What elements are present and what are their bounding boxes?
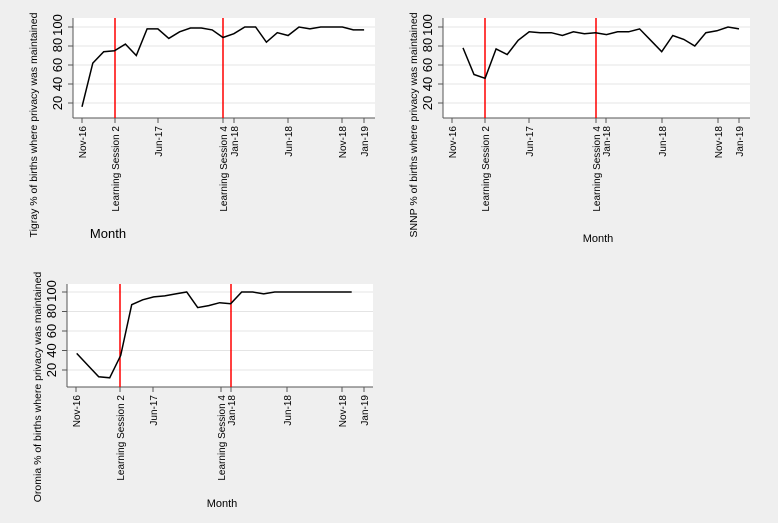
chart-tigray: 20 40 60 80 100 Tigray % of births where… — [28, 12, 375, 241]
x-axis — [73, 117, 375, 123]
y-tick-label: 100 — [420, 14, 435, 36]
x-tick-label: Nov-18 — [338, 395, 349, 428]
x-tick-label: Jun-18 — [658, 126, 669, 157]
x-tick-label: Learning Session 4 — [219, 126, 230, 212]
y-tick-labels: 20 40 60 80 100 — [50, 14, 65, 110]
x-tick-labels: Nov-16 Learning Session 2 Jun-17 Learnin… — [448, 126, 746, 212]
x-axis-title: Month — [207, 498, 238, 510]
y-tick-label: 60 — [50, 58, 65, 72]
y-tick-label: 20 — [44, 363, 59, 377]
y-tick-label: 80 — [50, 38, 65, 52]
x-tick-label: Learning Session 4 — [592, 126, 603, 212]
x-tick-label: Jun-18 — [284, 126, 295, 157]
chart-snnp: 20 40 60 80 100 SNNP % of births where p… — [408, 12, 750, 245]
x-tick-label: Learning Session 2 — [116, 395, 127, 481]
y-tick-label: 40 — [44, 343, 59, 357]
plot-area — [73, 18, 375, 118]
x-tick-label: Nov-18 — [338, 126, 349, 159]
y-tick-label: 100 — [44, 280, 59, 302]
x-tick-label: Nov-18 — [714, 126, 725, 159]
data-line — [76, 291, 352, 379]
x-tick-label: Nov-16 — [78, 126, 89, 159]
x-tick-label: Jun-17 — [154, 126, 165, 157]
session-lines — [119, 284, 232, 387]
session-lines — [114, 18, 224, 118]
y-axis — [62, 284, 68, 387]
y-tick-label: 80 — [44, 304, 59, 318]
y-tick-labels: 20 40 60 80 100 — [420, 14, 435, 110]
y-axis-title: SNNP % of births where privacy was maint… — [408, 12, 420, 237]
x-tick-labels: Nov-16 Learning Session 2 Jun-17 Learnin… — [72, 395, 371, 481]
y-axis — [68, 18, 74, 118]
y-tick-label: 60 — [420, 58, 435, 72]
x-axis — [443, 117, 750, 123]
x-axis-title: Month — [583, 233, 614, 245]
x-tick-label: Jan-19 — [360, 395, 371, 426]
x-tick-label: Jun-18 — [283, 395, 294, 426]
y-tick-label: 20 — [50, 96, 65, 110]
y-axis-title: Oromia % of births where privacy was mai… — [32, 272, 44, 503]
x-tick-label: Learning Session 2 — [481, 126, 492, 212]
x-tick-label: Jun-17 — [149, 395, 160, 426]
x-tick-label: Jan-19 — [735, 126, 746, 157]
x-tick-label: Jan-18 — [602, 126, 613, 157]
chart-oromia: 20 40 60 80 100 Oromia % of births where… — [32, 272, 373, 510]
x-tick-label: Nov-16 — [72, 395, 83, 428]
data-line — [462, 26, 740, 80]
x-tick-label: Jan-19 — [360, 126, 371, 157]
y-tick-label: 80 — [420, 38, 435, 52]
x-axis-title: Month — [90, 226, 126, 241]
x-axis — [67, 386, 373, 392]
y-tick-label: 40 — [420, 77, 435, 91]
y-tick-label: 20 — [420, 96, 435, 110]
x-tick-label: Jan-18 — [230, 126, 241, 157]
y-tick-labels: 20 40 60 80 100 — [44, 280, 59, 377]
x-tick-label: Learning Session 2 — [111, 126, 122, 212]
data-line — [81, 26, 365, 107]
x-tick-label: Jun-17 — [525, 126, 536, 157]
session-lines — [484, 18, 597, 118]
y-axis-title: Tigray % of births where privacy was mai… — [28, 12, 40, 237]
x-tick-label: Learning Session 4 — [217, 395, 228, 481]
x-tick-labels: Nov-16 Learning Session 2 Jun-17 Learnin… — [78, 126, 371, 212]
y-tick-label: 60 — [44, 324, 59, 338]
y-tick-label: 40 — [50, 77, 65, 91]
y-axis — [438, 18, 444, 118]
y-tick-label: 100 — [50, 14, 65, 36]
x-tick-label: Nov-16 — [448, 126, 459, 159]
x-tick-label: Jan-18 — [227, 395, 238, 426]
